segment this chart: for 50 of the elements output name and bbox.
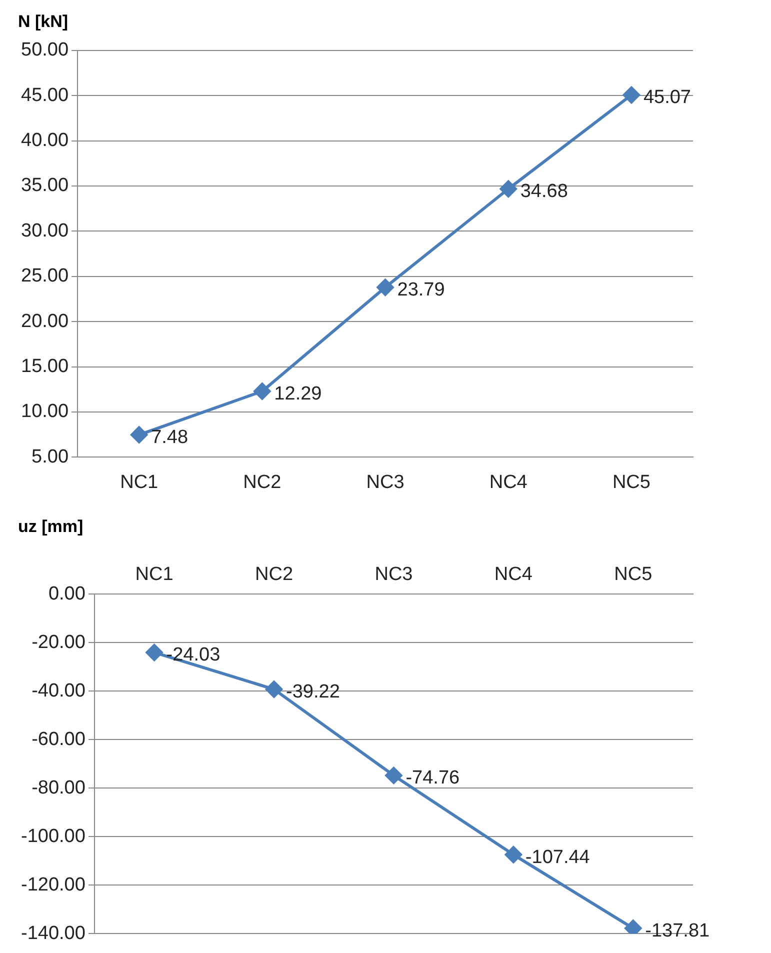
point bbox=[622, 86, 640, 104]
x-tick-label: NC3 bbox=[374, 564, 413, 586]
y-axis-title: uz [mm] bbox=[18, 516, 84, 536]
x-tick-label: NC5 bbox=[612, 472, 650, 493]
y-tick-label: 15.00 bbox=[21, 356, 69, 378]
y-tick-label: 35.00 bbox=[21, 175, 69, 196]
x-tick-label: NC2 bbox=[255, 564, 294, 586]
y-tick-label: 5.00 bbox=[32, 446, 69, 468]
y-tick-label: 30.00 bbox=[21, 220, 69, 242]
x-tick-label: NC3 bbox=[366, 472, 404, 493]
point bbox=[500, 180, 517, 198]
point bbox=[254, 382, 271, 400]
data-label: 12.29 bbox=[274, 384, 322, 405]
data-label: -74.76 bbox=[406, 768, 460, 789]
data-label: -39.22 bbox=[286, 682, 340, 703]
y-tick-label: -120.00 bbox=[20, 874, 86, 896]
y-tick-label: 10.00 bbox=[21, 401, 69, 422]
data-label: -24.03 bbox=[166, 644, 220, 666]
y-tick-label: 0.00 bbox=[48, 583, 86, 604]
data-label: -137.81 bbox=[645, 920, 710, 942]
point bbox=[146, 644, 163, 661]
y-tick-label: 45.00 bbox=[21, 84, 69, 106]
point bbox=[385, 766, 402, 784]
y-tick-label: -100.00 bbox=[20, 826, 86, 847]
y-tick-label: 25.00 bbox=[21, 266, 69, 287]
data-label: 34.68 bbox=[520, 181, 568, 202]
data-label: -107.44 bbox=[525, 846, 590, 868]
y-tick-label: -80.00 bbox=[32, 777, 86, 798]
y-axis-title: N [kN] bbox=[18, 12, 68, 31]
point bbox=[624, 920, 642, 934]
x-tick-label: NC1 bbox=[135, 564, 174, 586]
y-tick-label: -140.00 bbox=[20, 922, 86, 944]
x-tick-label: NC4 bbox=[494, 564, 533, 586]
point bbox=[376, 278, 394, 296]
y-tick-label: 40.00 bbox=[21, 130, 69, 152]
y-tick-label: 50.00 bbox=[21, 40, 69, 61]
x-tick-label: NC2 bbox=[243, 472, 282, 493]
x-tick-label: NC5 bbox=[614, 564, 652, 586]
data-label: 23.79 bbox=[397, 280, 445, 301]
point bbox=[266, 680, 283, 698]
point bbox=[504, 846, 522, 864]
data-label: 7.48 bbox=[151, 427, 188, 448]
y-tick-label: 20.00 bbox=[21, 310, 69, 332]
y-tick-label: -20.00 bbox=[32, 632, 86, 653]
y-tick-label: -40.00 bbox=[32, 680, 86, 702]
x-tick-label: NC4 bbox=[489, 472, 528, 493]
y-tick-label: -60.00 bbox=[32, 728, 86, 750]
x-tick-label: NC1 bbox=[120, 472, 158, 493]
point bbox=[130, 426, 148, 444]
data-label: 45.07 bbox=[643, 87, 691, 108]
